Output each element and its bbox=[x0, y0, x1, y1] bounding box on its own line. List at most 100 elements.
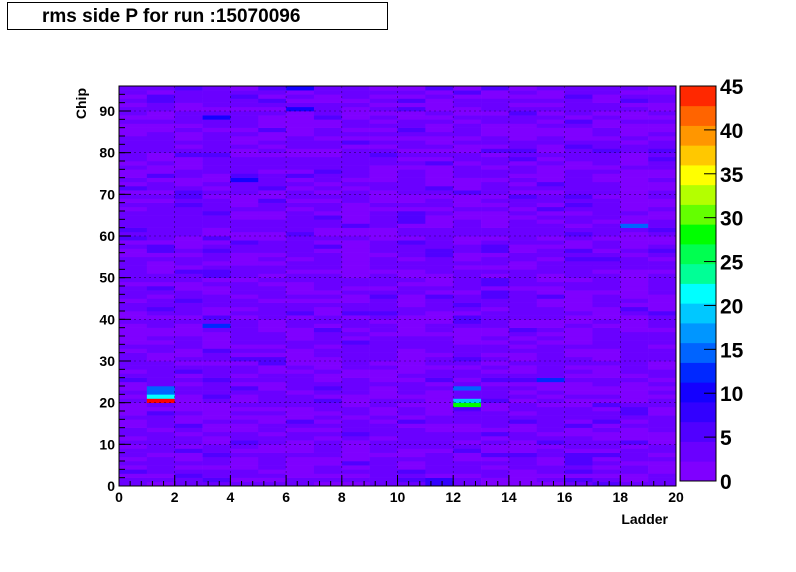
heatmap-cell bbox=[648, 352, 677, 358]
heatmap-cell bbox=[313, 327, 343, 333]
heatmap-cell bbox=[564, 177, 593, 183]
heatmap-cell bbox=[119, 294, 148, 299]
heatmap-cell bbox=[481, 240, 510, 245]
heatmap-cell bbox=[202, 294, 231, 299]
heatmap-cell bbox=[286, 411, 315, 416]
heatmap-cell bbox=[341, 206, 370, 212]
heatmap-cell bbox=[313, 298, 343, 303]
heatmap-cell bbox=[397, 202, 426, 208]
heatmap-cell bbox=[397, 265, 426, 270]
heatmap-cell bbox=[481, 219, 510, 224]
heatmap-cell bbox=[119, 369, 148, 374]
heatmap-cell bbox=[536, 377, 565, 383]
heatmap-cell bbox=[508, 361, 538, 366]
heatmap-cell bbox=[536, 469, 565, 474]
heatmap-cell bbox=[508, 215, 538, 220]
heatmap-cell bbox=[592, 319, 621, 324]
heatmap-cell bbox=[146, 427, 175, 433]
heatmap-cell bbox=[313, 115, 343, 120]
heatmap-cell bbox=[397, 456, 426, 462]
heatmap-cell bbox=[425, 448, 454, 453]
heatmap-cell bbox=[648, 227, 677, 233]
heatmap-cell bbox=[620, 461, 649, 466]
heatmap-cell bbox=[202, 273, 231, 278]
heatmap-cell bbox=[286, 148, 315, 153]
heatmap-cell bbox=[536, 256, 565, 262]
heatmap-cell bbox=[425, 311, 454, 316]
heatmap-cell bbox=[508, 198, 538, 203]
heatmap-cell bbox=[536, 198, 565, 203]
heatmap-cell bbox=[481, 398, 510, 403]
heatmap-cell bbox=[230, 298, 259, 303]
heatmap-cell bbox=[564, 190, 593, 195]
heatmap-cell bbox=[564, 244, 593, 249]
heatmap-cell bbox=[369, 94, 398, 99]
heatmap-cell bbox=[230, 223, 259, 228]
heatmap-cell bbox=[564, 86, 593, 91]
heatmap-cell bbox=[564, 306, 593, 312]
heatmap-cell bbox=[397, 311, 426, 316]
heatmap-cell bbox=[648, 152, 677, 158]
heatmap-cell bbox=[397, 165, 426, 170]
heatmap-cell bbox=[286, 98, 315, 103]
heatmap-cell bbox=[648, 302, 677, 308]
heatmap-cell bbox=[119, 406, 148, 412]
heatmap-cell bbox=[481, 377, 510, 383]
heatmap-cell bbox=[536, 169, 565, 174]
heatmap-cell bbox=[258, 444, 287, 449]
heatmap-cell bbox=[313, 361, 343, 366]
heatmap-cell bbox=[313, 202, 343, 208]
heatmap-cell bbox=[648, 98, 677, 103]
heatmap-cell bbox=[648, 111, 677, 116]
heatmap-cell bbox=[146, 473, 175, 478]
heatmap-cell bbox=[202, 394, 231, 399]
heatmap-cell bbox=[230, 273, 259, 278]
heatmap-cell bbox=[620, 465, 649, 470]
heatmap-cell bbox=[230, 465, 259, 470]
heatmap-cell bbox=[258, 136, 287, 141]
heatmap-cell bbox=[481, 140, 510, 145]
heatmap-cell bbox=[620, 415, 649, 420]
heatmap-cell bbox=[453, 394, 482, 399]
heatmap-cell bbox=[508, 444, 538, 449]
heatmap-cell bbox=[313, 294, 343, 299]
color-scale-swatch bbox=[680, 145, 716, 166]
heatmap-cell bbox=[648, 306, 677, 312]
heatmap-cell bbox=[202, 444, 231, 449]
heatmap-cell bbox=[620, 356, 649, 362]
heatmap-cell bbox=[425, 477, 454, 483]
heatmap-cell bbox=[119, 306, 148, 312]
heatmap-cell bbox=[397, 227, 426, 233]
heatmap-cell bbox=[453, 456, 482, 462]
heatmap-cell bbox=[202, 119, 231, 124]
heatmap-cell bbox=[620, 206, 649, 212]
heatmap-cell bbox=[369, 315, 398, 320]
heatmap-cell bbox=[119, 127, 148, 133]
heatmap-cell bbox=[119, 436, 148, 441]
heatmap-cell bbox=[286, 186, 315, 191]
heatmap-cell bbox=[648, 331, 677, 337]
heatmap-cell bbox=[453, 240, 482, 245]
heatmap-cell bbox=[536, 448, 565, 453]
heatmap-cell bbox=[258, 465, 287, 470]
color-scale-swatch bbox=[680, 105, 716, 126]
z-tick-label: 20 bbox=[720, 295, 743, 318]
heatmap-cell bbox=[313, 211, 343, 216]
heatmap-cell bbox=[230, 319, 259, 324]
heatmap-cell bbox=[146, 361, 175, 366]
heatmap-cell bbox=[230, 219, 259, 224]
heatmap-cell bbox=[146, 286, 175, 291]
heatmap-cell bbox=[313, 381, 343, 387]
heatmap-cell bbox=[648, 444, 677, 449]
heatmap-cell bbox=[202, 348, 231, 353]
heatmap-cell bbox=[174, 390, 203, 395]
heatmap-cell bbox=[313, 273, 343, 278]
heatmap-cell bbox=[369, 402, 398, 408]
heatmap-cell bbox=[536, 261, 565, 266]
heatmap-cell bbox=[230, 277, 259, 283]
heatmap-cell bbox=[564, 361, 593, 366]
heatmap-cell bbox=[286, 273, 315, 278]
heatmap-cell bbox=[564, 427, 593, 433]
heatmap-cell bbox=[620, 106, 649, 112]
